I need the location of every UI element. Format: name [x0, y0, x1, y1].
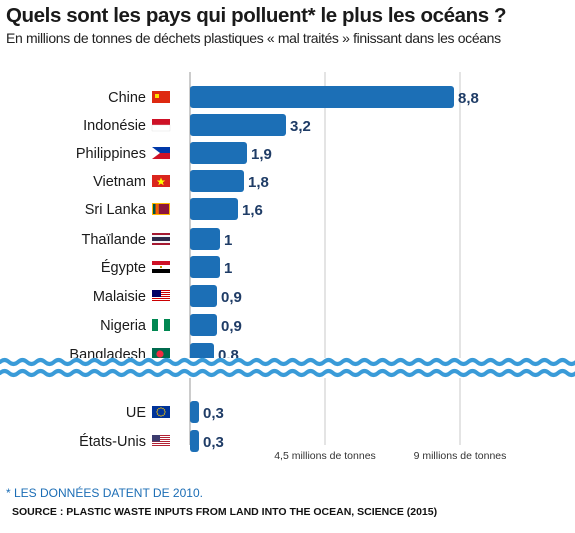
category-label-4: Vietnam	[93, 174, 146, 190]
bar-6	[190, 228, 220, 250]
footnote: * LES DONNÉES DATENT DE 2010.	[6, 486, 203, 500]
bar-5	[190, 198, 238, 220]
category-label-6: Thaïlande	[82, 232, 147, 248]
egypt-flag-icon	[152, 261, 170, 273]
category-label-9: Nigeria	[100, 318, 147, 334]
bar-2	[190, 114, 286, 136]
thailand-flag-icon	[152, 233, 170, 245]
eu-flag-icon	[152, 406, 170, 418]
bar-9	[190, 314, 217, 336]
reference-label-2: 9 millions de tonnes	[414, 450, 507, 462]
nigeria-flag-icon	[152, 319, 170, 331]
value-label-8: 0,9	[221, 289, 242, 306]
value-label-5: 1,6	[242, 202, 263, 219]
bar-7	[190, 256, 220, 278]
value-label-2: 3,2	[290, 118, 311, 135]
value-label-7: 1	[224, 260, 232, 277]
category-label-1: Chine	[108, 90, 146, 106]
malaysia-flag-icon	[152, 290, 170, 302]
value-label-4: 1,8	[248, 174, 269, 191]
bar-3	[190, 142, 247, 164]
bar-12	[190, 430, 199, 452]
bar-4	[190, 170, 244, 192]
source-note: SOURCE : PLASTIC WASTE INPUTS FROM LAND …	[12, 506, 437, 518]
category-label-11: UE	[126, 405, 146, 421]
vietnam-flag-icon	[152, 175, 170, 187]
category-label-5: Sri Lanka	[85, 202, 147, 218]
category-label-2: Indonésie	[83, 118, 146, 134]
value-label-9: 0,9	[221, 318, 242, 335]
category-label-8: Malaisie	[93, 289, 146, 305]
bar-8	[190, 285, 217, 307]
bar-chart: 4,5 millions de tonnes 9 millions de tonn…	[0, 0, 575, 475]
value-label-6: 1	[224, 232, 232, 249]
category-label-7: Égypte	[101, 259, 146, 276]
value-label-1: 8,8	[458, 90, 479, 107]
sri-lanka-flag-icon	[152, 203, 170, 215]
philippines-flag-icon	[152, 147, 170, 159]
value-label-12: 0,3	[203, 434, 224, 451]
bar-1	[190, 86, 454, 108]
category-label-3: Philippines	[76, 146, 146, 162]
bar-11	[190, 401, 199, 423]
category-label-12: États-Unis	[79, 433, 146, 450]
indonesia-flag-icon	[152, 119, 170, 131]
china-flag-icon	[152, 91, 170, 103]
reference-label-1: 4,5 millions de tonnes	[274, 450, 376, 462]
usa-flag-icon	[152, 435, 170, 447]
value-label-11: 0,3	[203, 405, 224, 422]
value-label-3: 1,9	[251, 146, 272, 163]
